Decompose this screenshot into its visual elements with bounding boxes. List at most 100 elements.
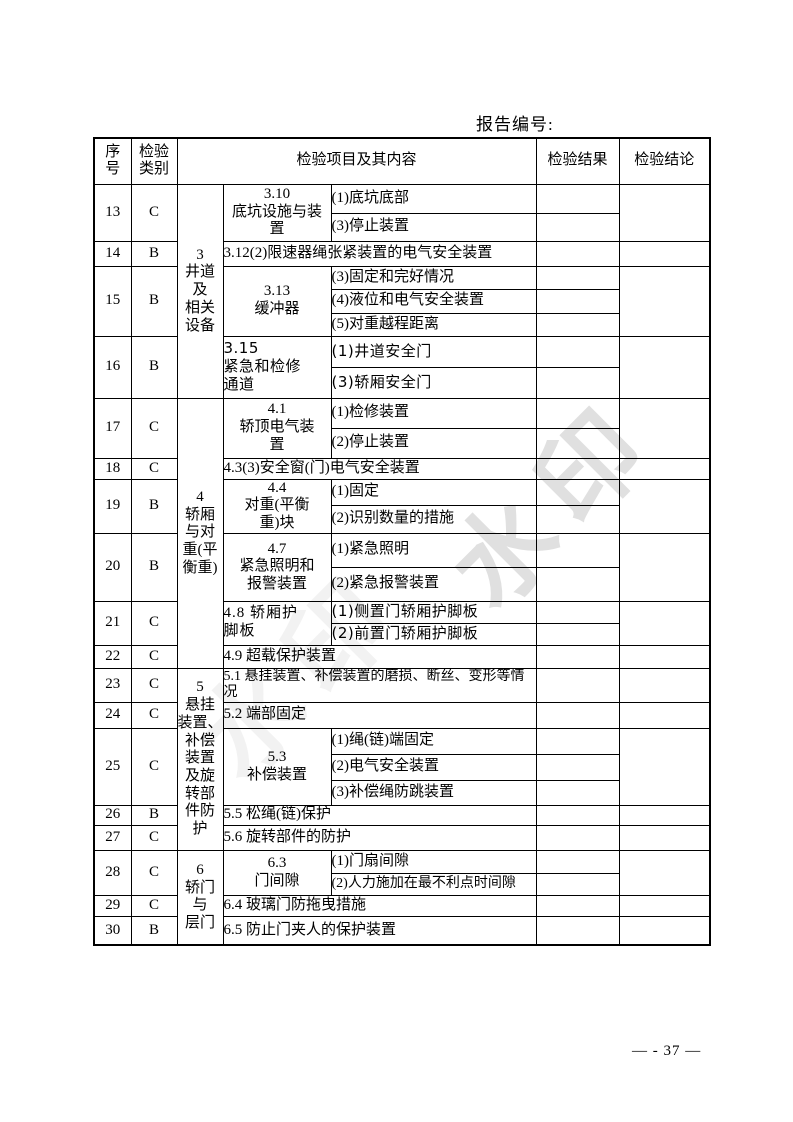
row-category: C — [130, 397, 178, 459]
conclusion-cell — [618, 727, 711, 806]
row-category: B — [130, 478, 178, 534]
result-cell — [535, 701, 620, 729]
result-cell — [535, 566, 620, 602]
item-label: (1)门扇间隙 — [330, 849, 537, 874]
item-label: (1)底坑底部 — [330, 183, 537, 214]
header-no: 序 号 — [93, 137, 132, 185]
item-label: 5.6 旋转部件的防护 — [222, 824, 537, 851]
result-cell — [535, 824, 620, 851]
item-label: (5)对重越程距离 — [330, 312, 537, 337]
row-no: 17 — [93, 397, 132, 459]
item-label: 5.1 悬挂装置、补偿装置的磨损、断丝、变形等情况 — [222, 667, 537, 703]
result-cell — [535, 600, 620, 624]
result-cell — [535, 366, 620, 399]
conclusion-cell — [618, 915, 711, 946]
result-cell — [535, 667, 620, 703]
row-category: B — [130, 265, 178, 337]
item-label: (3)轿厢安全门 — [330, 366, 537, 399]
result-cell — [535, 894, 620, 917]
row-category: B — [130, 335, 178, 399]
row-category: C — [130, 824, 178, 851]
row-category: C — [130, 183, 178, 242]
item-label: (2)停止装置 — [330, 427, 537, 459]
row-category: C — [130, 644, 178, 669]
subgroup-label: 4.4 对重(平衡 重)块 — [222, 478, 332, 534]
conclusion-cell — [618, 701, 711, 729]
subgroup-label: 5.3 补偿装置 — [222, 727, 332, 806]
result-cell — [535, 312, 620, 337]
item-label: (1)侧置门轿厢护脚板 — [330, 600, 537, 624]
result-cell — [535, 288, 620, 314]
row-no: 26 — [93, 804, 132, 826]
row-no: 28 — [93, 849, 132, 896]
item-label: (2)识别数量的措施 — [330, 504, 537, 534]
inspection-table: 序 号 检验 类别 检验项目及其内容 检验结果 检验结论 13 C 3 井道 及… — [93, 137, 712, 947]
result-cell — [535, 915, 620, 946]
result-cell — [535, 532, 620, 568]
group-label-5: 5 悬挂 装置、 补偿 装置 及旋 转部 件防 护 — [176, 667, 224, 851]
result-cell — [535, 753, 620, 781]
item-label: (2)前置门轿厢护脚板 — [330, 622, 537, 646]
conclusion-cell — [618, 335, 711, 399]
item-label: (3)停止装置 — [330, 212, 537, 242]
item-label: (1)固定 — [330, 478, 537, 506]
result-cell — [535, 183, 620, 214]
result-cell — [535, 849, 620, 874]
header-result: 检验结果 — [535, 137, 620, 185]
conclusion-cell — [618, 894, 711, 917]
result-cell — [535, 804, 620, 826]
result-cell — [535, 427, 620, 459]
item-label: (3)固定和完好情况 — [330, 265, 537, 290]
row-no: 24 — [93, 701, 132, 729]
conclusion-cell — [618, 849, 711, 896]
conclusion-cell — [618, 644, 711, 669]
row-category: C — [130, 727, 178, 806]
conclusion-cell — [618, 532, 711, 602]
row-category: C — [130, 894, 178, 917]
result-cell — [535, 644, 620, 669]
result-cell — [535, 504, 620, 534]
report-number-label: 报告编号: — [476, 115, 554, 134]
item-label: (1)紧急照明 — [330, 532, 537, 568]
row-category: B — [130, 804, 178, 826]
conclusion-cell — [618, 804, 711, 826]
header-category: 检验 类别 — [130, 137, 178, 185]
result-cell — [535, 457, 620, 480]
row-category: C — [130, 600, 178, 646]
row-category: C — [130, 457, 178, 480]
row-no: 25 — [93, 727, 132, 806]
item-label: (1)绳(链)端固定 — [330, 727, 537, 755]
item-label: 3.12(2)限速器绳张紧装置的电气安全装置 — [222, 240, 537, 267]
result-cell — [535, 779, 620, 806]
item-label: 5.2 端部固定 — [222, 701, 537, 729]
subgroup-label: 4.1 轿顶电气装 置 — [222, 397, 332, 459]
conclusion-cell — [618, 478, 711, 534]
item-label: 6.5 防止门夹人的保护装置 — [222, 915, 537, 946]
conclusion-cell — [618, 600, 711, 646]
row-no: 14 — [93, 240, 132, 267]
row-category: B — [130, 532, 178, 602]
result-cell — [535, 265, 620, 290]
row-category: B — [130, 240, 178, 267]
group-label-4: 4 轿厢 与对 重(平 衡重) — [176, 397, 224, 669]
group-label-3: 3 井道 及 相关 设备 — [176, 183, 224, 399]
result-cell — [535, 240, 620, 267]
item-label: (1)检修装置 — [330, 397, 537, 429]
row-no: 16 — [93, 335, 132, 399]
item-label: (3)补偿绳防跳装置 — [330, 779, 537, 806]
item-label: 4.3(3)安全窗(门)电气安全装置 — [222, 457, 537, 480]
result-cell — [535, 478, 620, 506]
item-label: 6.4 玻璃门防拖曳措施 — [222, 894, 537, 917]
item-label: (2)人力施加在最不利点时间隙 — [330, 872, 537, 896]
row-no: 22 — [93, 644, 132, 669]
conclusion-cell — [618, 183, 711, 242]
row-no: 30 — [93, 915, 132, 946]
page-number: — - 37 — — [632, 1043, 702, 1059]
row-category: C — [130, 701, 178, 729]
subgroup-label: 4.8 轿厢护 脚板 — [222, 600, 332, 646]
conclusion-cell — [618, 824, 711, 851]
result-cell — [535, 872, 620, 896]
item-label: 5.5 松绳(链)保护 — [222, 804, 537, 826]
item-label: (2)紧急报警装置 — [330, 566, 537, 602]
